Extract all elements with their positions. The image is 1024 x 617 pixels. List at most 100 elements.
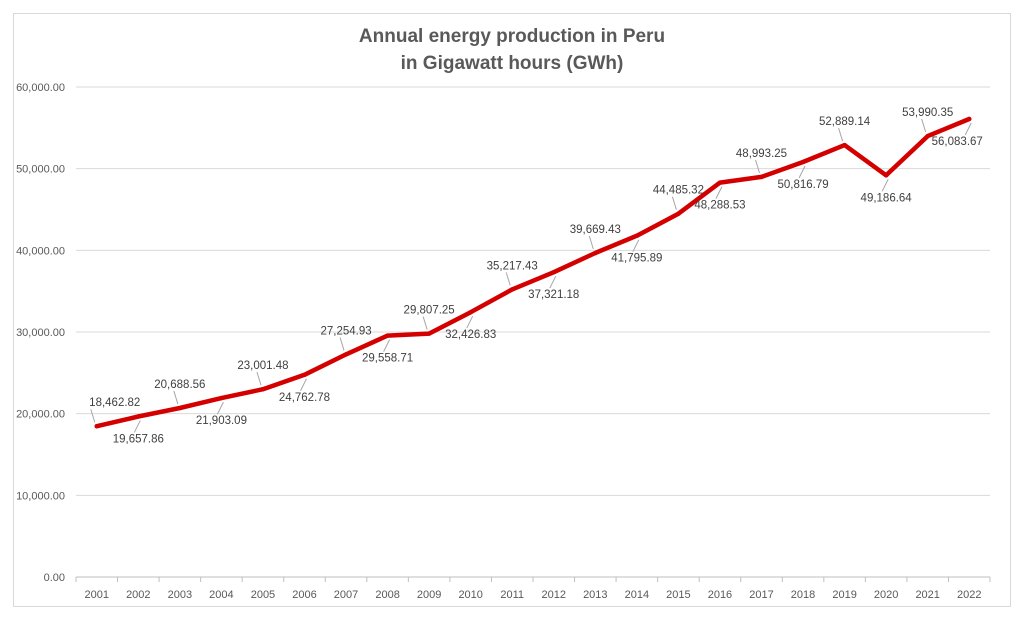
leader-line: [300, 378, 307, 391]
data-point: [177, 405, 183, 411]
x-tick-label: 2022: [957, 589, 981, 601]
data-label: 48,288.53: [694, 200, 745, 212]
x-tick-label: 2013: [583, 589, 607, 601]
x-tick-label: 2008: [375, 589, 399, 601]
data-label-leader-lines: [90, 118, 972, 433]
leader-line: [755, 159, 760, 174]
data-point: [260, 386, 266, 392]
leader-line: [422, 316, 428, 330]
data-label: 41,795.89: [611, 253, 662, 265]
leader-line: [632, 239, 640, 252]
data-labels: 18,462.82 19,657.86 20,688.56 21,903.09 23,0…: [89, 107, 983, 445]
data-point: [759, 174, 764, 180]
x-tick-label: 2002: [126, 589, 150, 601]
leader-line: [216, 401, 224, 415]
y-tick-label: 10,000.00: [16, 490, 65, 502]
leader-line: [838, 127, 844, 142]
leader-line: [588, 235, 594, 250]
leader-line: [798, 165, 806, 179]
leader-line: [173, 390, 179, 405]
data-point: [551, 270, 556, 275]
leader-line: [921, 118, 927, 133]
data-point: [510, 287, 515, 292]
y-tick-label: 20,000.00: [16, 409, 65, 421]
leader-line: [671, 196, 677, 210]
x-axis: [75, 576, 991, 582]
data-point: [136, 414, 141, 419]
data-point: [634, 233, 640, 238]
leader-line: [549, 275, 557, 289]
data-label: 23,001.48: [237, 360, 288, 372]
x-tick-label: 2009: [417, 589, 441, 601]
data-label: 37,321.18: [528, 289, 579, 301]
data-label: 52,889.14: [819, 116, 871, 128]
data-label: 24,762.78: [279, 392, 330, 404]
x-tick-label: 2010: [458, 589, 482, 601]
data-label: 56,083.67: [932, 136, 983, 148]
data-label: 29,558.71: [362, 353, 413, 365]
data-point: [219, 395, 224, 401]
data-point: [967, 116, 972, 122]
x-axis-tick-labels: 2001 2002 2003 2004 2005 2006 2007 2008 2009 2010…: [85, 589, 982, 601]
x-tick-label: 2004: [209, 589, 233, 601]
data-point: [717, 180, 723, 185]
leader-line: [339, 337, 345, 351]
data-label: 20,688.56: [154, 379, 205, 391]
data-point: [800, 159, 806, 165]
data-label: 49,186.64: [861, 192, 913, 204]
chart-title-line1: Annual energy production in Peru: [359, 26, 665, 47]
x-tick-label: 2012: [542, 589, 566, 601]
data-series: [94, 116, 972, 429]
x-tick-label: 2015: [666, 589, 690, 601]
x-tick-label: 2005: [251, 589, 275, 601]
leader-line: [256, 372, 262, 386]
leader-line: [133, 420, 141, 433]
data-point: [426, 331, 432, 336]
data-label: 35,217.43: [487, 260, 538, 272]
data-point: [343, 352, 349, 357]
y-axis-tick-labels: 0.00 10,000.00 20,000.00 30,000.00 40,000.00…: [16, 82, 65, 584]
data-label: 53,990.35: [902, 107, 953, 119]
data-label: 29,807.25: [404, 305, 455, 317]
data-label: 19,657.86: [113, 433, 164, 445]
gridlines: [76, 86, 990, 496]
x-tick-label: 2014: [625, 589, 649, 601]
x-tick-label: 2021: [915, 589, 939, 601]
y-tick-label: 30,000.00: [16, 327, 65, 339]
x-tick-label: 2017: [749, 589, 773, 601]
data-label: 44,485.32: [653, 185, 704, 197]
x-tick-label: 2007: [334, 589, 358, 601]
data-points: [94, 116, 972, 429]
data-label: 18,462.82: [89, 397, 140, 409]
data-point: [842, 142, 847, 148]
chart-frame: [13, 13, 1011, 607]
data-label: 21,903.09: [196, 415, 247, 427]
x-tick-label: 2016: [708, 589, 732, 601]
x-tick-label: 2001: [85, 589, 109, 601]
data-label: 48,993.25: [736, 148, 787, 160]
data-point: [593, 250, 598, 256]
leader-line: [881, 179, 889, 192]
data-point: [94, 424, 99, 429]
data-point: [385, 333, 390, 338]
leader-line: [505, 272, 511, 286]
x-tick-label: 2018: [791, 589, 815, 601]
x-tick-label: 2020: [874, 589, 898, 601]
x-tick-label: 2006: [292, 589, 316, 601]
data-label: 32,426.83: [445, 329, 496, 341]
y-tick-label: 0.00: [44, 572, 65, 584]
data-point: [676, 211, 681, 216]
leader-line: [715, 186, 723, 199]
y-tick-label: 50,000.00: [16, 164, 65, 176]
data-point: [925, 133, 930, 139]
data-point: [883, 173, 889, 178]
data-point: [302, 372, 307, 377]
x-tick-label: 2011: [500, 589, 524, 601]
data-label: 50,816.79: [777, 179, 828, 191]
leader-line: [90, 409, 96, 423]
x-tick-label: 2003: [168, 589, 192, 601]
data-label: 27,254.93: [320, 325, 371, 337]
x-tick-label: 2019: [832, 589, 856, 601]
y-tick-label: 60,000.00: [16, 82, 65, 94]
